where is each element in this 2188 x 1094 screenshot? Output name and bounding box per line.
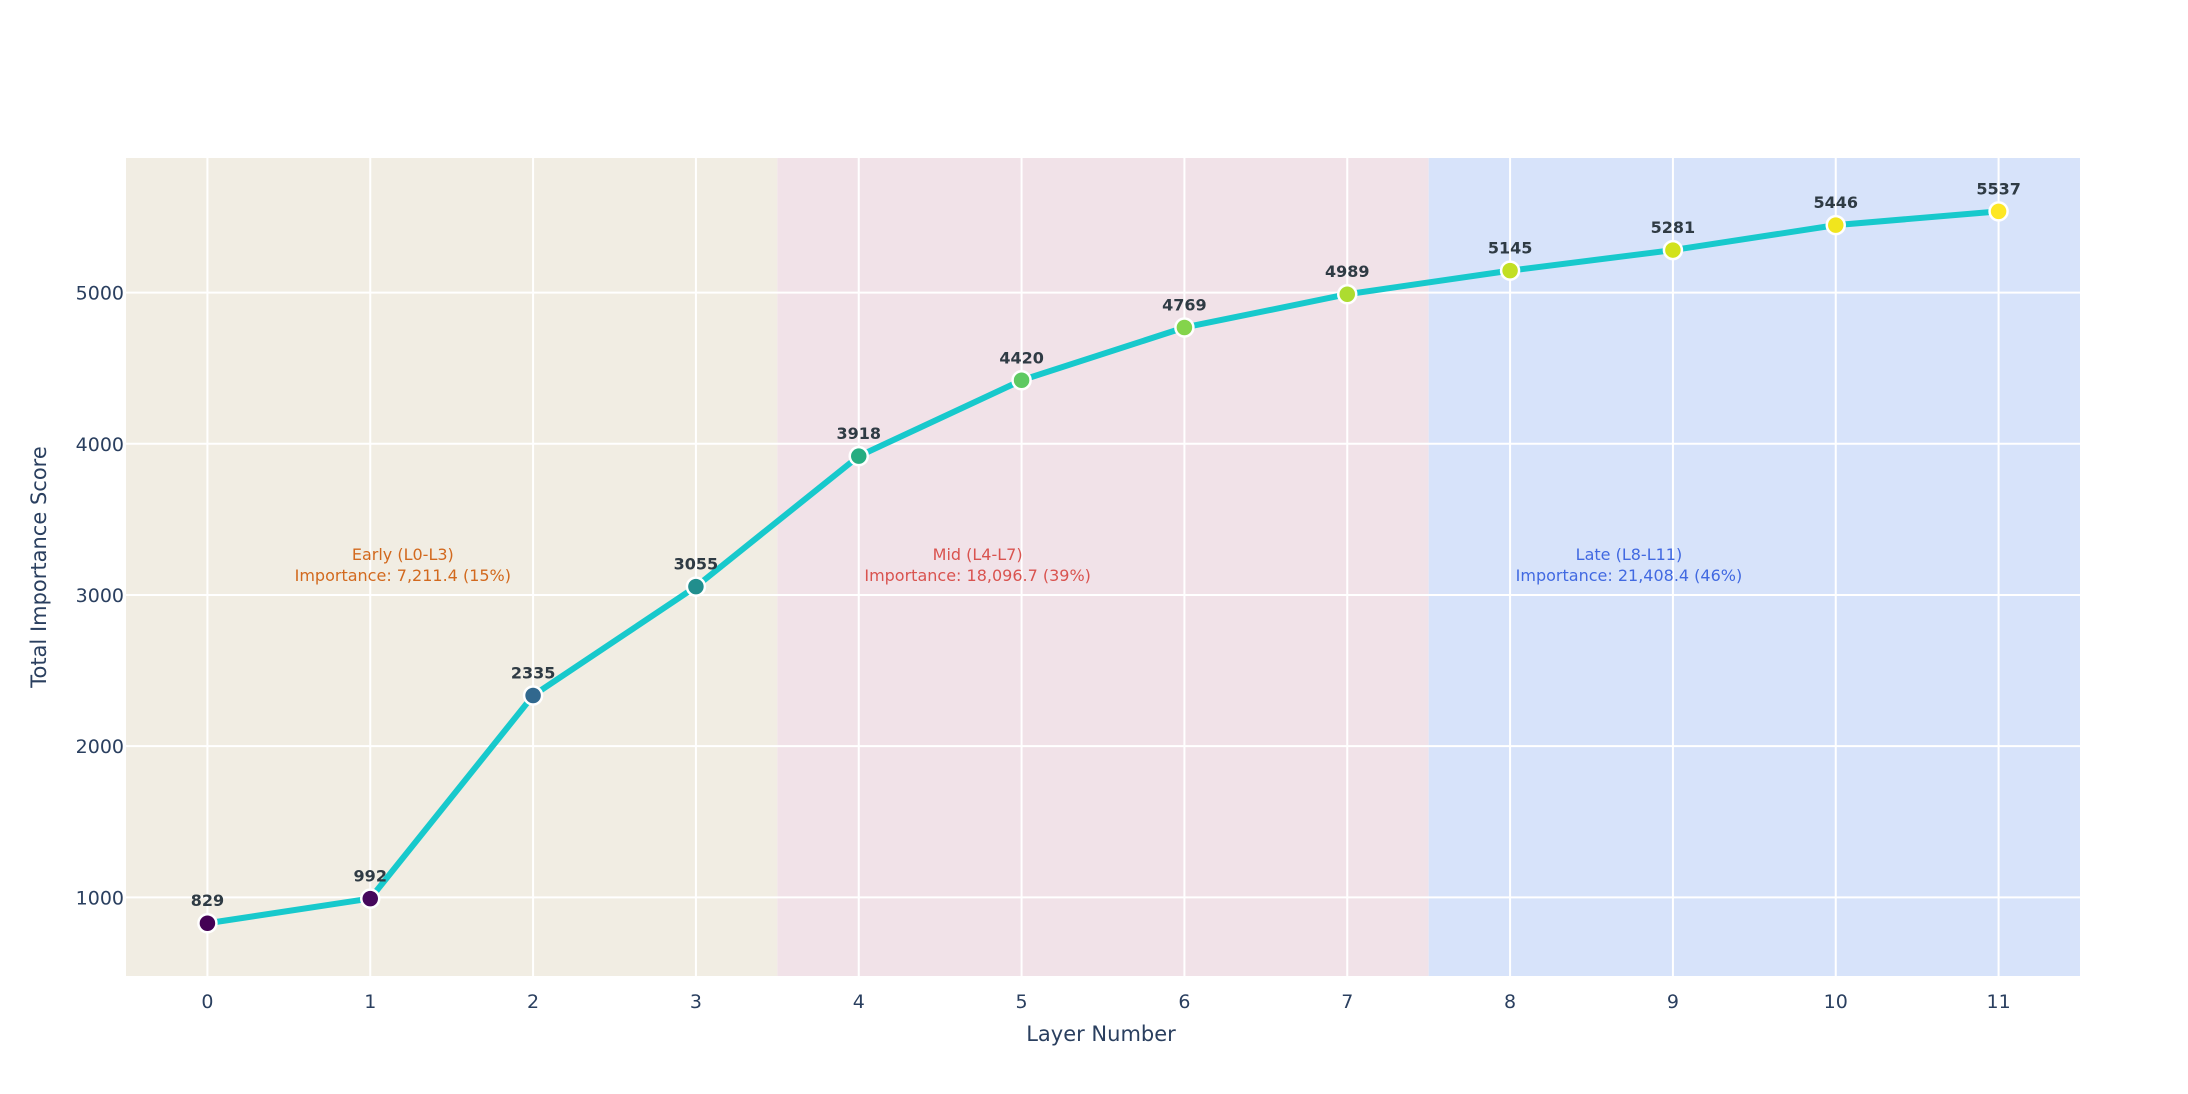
data-point-4 [848,445,869,467]
x-tick-label-7: 7 [1341,991,1353,1013]
x-tick-label-4: 4 [853,991,865,1013]
x-tick-layer: 0 1 2 3 4 5 6 7 8 9 10 11 [201,991,2010,1013]
data-label-2: 2335 [511,664,556,683]
data-label-8: 5145 [1488,239,1533,258]
region-text-layer: Early (L0-L3) Importance: 7,211.4 (15%) Mi… [295,545,1743,585]
x-tick-label-3: 3 [690,991,702,1013]
x-tick-label-0: 0 [201,991,213,1013]
region-label-0-name: Early (L0-L3) [352,545,454,564]
region-band-0 [126,158,778,976]
series-line [204,208,2002,927]
data-label-1: 992 [354,867,387,886]
data-label-0: 829 [191,891,224,910]
data-point-9 [1662,239,1684,261]
data-label-4: 3918 [836,424,881,443]
y-tick-label-4: 5000 [76,283,124,305]
data-point-5 [1011,370,1032,391]
regions-layer [126,158,2080,976]
data-point-0 [197,912,218,934]
data-label-10: 5446 [1813,193,1858,212]
data-label-7: 4989 [1325,262,1370,281]
x-tick-label-8: 8 [1504,991,1516,1013]
x-tick-label-9: 9 [1667,991,1679,1013]
data-point-8 [1499,260,1521,281]
data-point-11 [1988,201,2009,222]
data-point-3 [685,576,707,597]
line-layer [204,208,2002,927]
region-label-2-name: Late (L8-L11) [1576,545,1683,564]
y-tick-label-0: 1000 [76,887,124,909]
data-label-9: 5281 [1651,218,1696,237]
data-point-6 [1174,317,1195,338]
data-label-3: 3055 [674,555,719,574]
data-label-11: 5537 [1976,179,2021,198]
x-tick-label-2: 2 [527,991,539,1013]
marker-layer [197,201,2009,934]
y-tick-label-2: 3000 [76,585,124,607]
region-band-1 [777,158,1429,976]
region-label-1-importance: Importance: 18,096.7 (39%) [864,566,1091,585]
data-label-6: 4769 [1162,295,1207,314]
x-axis-title: Layer Number [1026,1022,1176,1046]
region-label-0-importance: Importance: 7,211.4 (15%) [295,566,511,585]
x-tick-label-1: 1 [364,991,376,1013]
data-label-5: 4420 [999,348,1044,367]
data-point-10 [1825,214,1846,236]
x-tick-label-11: 11 [1986,991,2010,1013]
y-tick-layer: 1000 2000 3000 4000 5000 [76,283,124,910]
x-tick-label-6: 6 [1178,991,1190,1013]
y-tick-label-1: 2000 [76,736,124,758]
y-axis-title: Total Importance Score [27,446,51,689]
grid-layer [126,158,2080,976]
data-point-7 [1337,283,1358,305]
region-band-2 [1428,158,2080,976]
x-tick-label-5: 5 [1016,991,1028,1013]
data-point-2 [522,685,544,706]
region-label-2-importance: Importance: 21,408.4 (46%) [1516,566,1743,585]
point-label-layer: 829 992 2335 3055 3918 4420 4769 4989 5145 5281 54… [191,179,2021,910]
data-point-1 [360,888,381,909]
x-tick-label-10: 10 [1824,991,1848,1013]
region-label-1-name: Mid (L4-L7) [933,545,1023,564]
y-tick-label-3: 4000 [76,434,124,456]
